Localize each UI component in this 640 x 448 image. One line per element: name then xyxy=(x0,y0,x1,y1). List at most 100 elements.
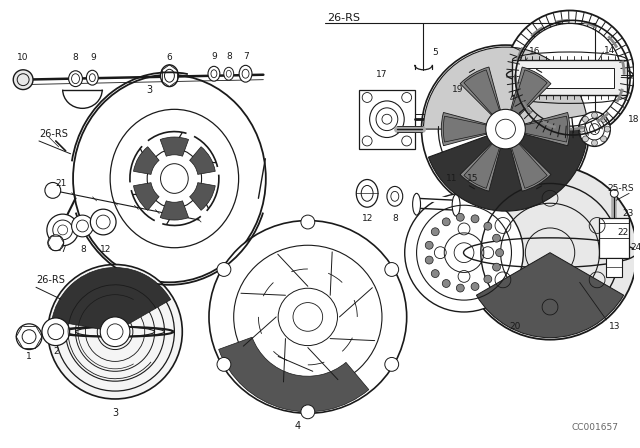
Circle shape xyxy=(493,263,500,271)
Text: 8: 8 xyxy=(227,52,232,61)
Text: 25-RS: 25-RS xyxy=(607,184,634,193)
Circle shape xyxy=(47,214,79,246)
Text: 7: 7 xyxy=(244,52,250,61)
Text: 15: 15 xyxy=(467,174,479,183)
Circle shape xyxy=(442,280,450,288)
Wedge shape xyxy=(160,201,189,220)
Circle shape xyxy=(425,256,433,264)
Wedge shape xyxy=(160,137,189,156)
Text: 1: 1 xyxy=(26,352,32,361)
Ellipse shape xyxy=(387,186,403,206)
Text: 14: 14 xyxy=(604,46,616,55)
Text: 10: 10 xyxy=(17,53,29,62)
Circle shape xyxy=(495,249,504,257)
Text: 11: 11 xyxy=(447,174,458,183)
Bar xyxy=(525,68,614,87)
Text: 13: 13 xyxy=(609,322,620,332)
Text: 8: 8 xyxy=(73,53,79,62)
Circle shape xyxy=(431,228,439,236)
Text: 7: 7 xyxy=(60,245,65,254)
Circle shape xyxy=(484,222,492,230)
Bar xyxy=(513,60,627,95)
Circle shape xyxy=(456,213,464,221)
Circle shape xyxy=(45,182,61,198)
Circle shape xyxy=(422,45,589,213)
Circle shape xyxy=(591,140,598,146)
Circle shape xyxy=(48,264,182,399)
Circle shape xyxy=(90,209,116,235)
Wedge shape xyxy=(460,129,506,191)
Text: 12: 12 xyxy=(362,214,373,223)
Wedge shape xyxy=(506,129,547,188)
Wedge shape xyxy=(52,267,171,332)
Circle shape xyxy=(217,358,231,371)
Wedge shape xyxy=(428,129,588,211)
Text: 3: 3 xyxy=(112,408,118,418)
Text: 19: 19 xyxy=(452,85,464,94)
Circle shape xyxy=(600,136,607,142)
Text: 5: 5 xyxy=(433,48,438,57)
Ellipse shape xyxy=(68,71,83,86)
Bar xyxy=(606,258,622,277)
Text: 24: 24 xyxy=(630,243,640,252)
Ellipse shape xyxy=(224,67,234,80)
Text: 26-RS: 26-RS xyxy=(39,129,68,139)
Text: 2: 2 xyxy=(53,347,59,356)
Ellipse shape xyxy=(161,65,179,86)
Ellipse shape xyxy=(579,112,611,146)
Wedge shape xyxy=(506,116,568,142)
Text: 4: 4 xyxy=(295,421,301,431)
Wedge shape xyxy=(444,116,506,142)
Text: 9: 9 xyxy=(90,53,96,62)
Circle shape xyxy=(217,263,231,276)
Circle shape xyxy=(425,241,433,249)
Circle shape xyxy=(493,234,500,242)
Text: 21: 21 xyxy=(56,179,67,188)
Ellipse shape xyxy=(356,180,378,207)
Circle shape xyxy=(431,270,439,278)
Circle shape xyxy=(582,116,588,122)
Circle shape xyxy=(301,405,315,419)
Wedge shape xyxy=(506,70,547,129)
Text: 8: 8 xyxy=(392,214,397,223)
Circle shape xyxy=(72,215,93,237)
Ellipse shape xyxy=(413,194,420,215)
Wedge shape xyxy=(506,67,551,129)
Text: 3: 3 xyxy=(147,85,153,95)
Ellipse shape xyxy=(208,66,220,81)
Ellipse shape xyxy=(209,220,406,414)
Circle shape xyxy=(385,358,399,371)
Bar xyxy=(600,218,629,258)
Circle shape xyxy=(385,263,399,276)
Ellipse shape xyxy=(239,65,252,82)
Text: 26-RS: 26-RS xyxy=(328,13,360,23)
Text: 22: 22 xyxy=(618,228,629,237)
Text: 12: 12 xyxy=(99,245,111,254)
Circle shape xyxy=(471,283,479,290)
Text: 23: 23 xyxy=(623,209,634,218)
Circle shape xyxy=(579,126,584,132)
Circle shape xyxy=(48,235,63,251)
Text: 17: 17 xyxy=(376,70,388,79)
Text: 16: 16 xyxy=(529,47,541,56)
Wedge shape xyxy=(134,147,159,174)
Circle shape xyxy=(13,70,33,90)
Ellipse shape xyxy=(439,99,477,139)
Text: 20: 20 xyxy=(509,322,521,332)
Circle shape xyxy=(471,215,479,223)
Circle shape xyxy=(16,324,42,349)
Wedge shape xyxy=(134,183,159,210)
Wedge shape xyxy=(219,337,369,412)
Ellipse shape xyxy=(73,75,266,282)
Circle shape xyxy=(442,218,450,226)
Circle shape xyxy=(582,136,588,142)
Circle shape xyxy=(506,10,634,139)
Circle shape xyxy=(404,194,524,312)
Wedge shape xyxy=(189,183,215,210)
Text: 18: 18 xyxy=(628,115,640,124)
Text: 8: 8 xyxy=(81,245,86,254)
Text: 6: 6 xyxy=(166,53,172,62)
Circle shape xyxy=(100,317,130,347)
Circle shape xyxy=(484,275,492,283)
Circle shape xyxy=(456,284,464,292)
